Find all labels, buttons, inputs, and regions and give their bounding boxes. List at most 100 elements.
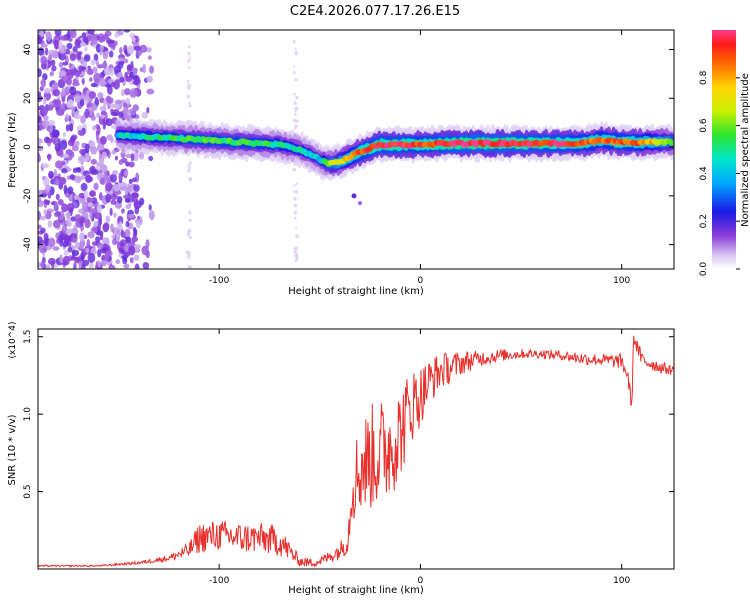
noise-streak	[294, 253, 299, 258]
noise-speckle	[38, 110, 41, 117]
noise-speckle	[118, 221, 123, 230]
noise-speckle	[123, 88, 131, 96]
noise-speckle	[98, 192, 103, 201]
noise-speckle	[103, 67, 112, 76]
noise-speckle	[96, 203, 102, 214]
noise-streak	[292, 190, 296, 194]
noise-streak	[295, 226, 298, 229]
noise-speckle	[105, 215, 111, 224]
noise-speckle	[95, 212, 101, 220]
noise-speckle	[38, 230, 44, 235]
noise-speckle	[87, 202, 94, 208]
noise-speckle	[103, 171, 108, 180]
noise-speckle	[79, 98, 85, 107]
noise-speckle	[85, 247, 90, 254]
noise-streak	[188, 218, 192, 223]
noise-speckle	[79, 232, 85, 242]
noise-speckle	[45, 47, 49, 56]
colorbar-ticks: 0.0 0.2 0.4 0.6 0.8	[699, 70, 740, 276]
noise-speckle	[132, 177, 137, 183]
noise-speckle	[48, 170, 54, 179]
noise-speckle	[51, 129, 60, 138]
noise-speckle	[120, 89, 125, 97]
noise-speckle	[51, 65, 57, 72]
noise-speckle	[115, 233, 120, 242]
noise-speckle	[125, 229, 130, 238]
noise-speckle	[40, 261, 45, 269]
noise-speckle	[43, 177, 50, 187]
noise-streak	[187, 234, 190, 237]
noise-speckle	[123, 256, 127, 262]
noise-speckle	[146, 106, 150, 114]
noise-speckle	[114, 99, 123, 105]
noise-speckle	[95, 43, 102, 53]
noise-speckle	[63, 184, 68, 195]
noise-speckle	[88, 91, 97, 100]
noise-speckle	[46, 104, 54, 111]
noise-speckle	[111, 234, 116, 239]
noise-speckle	[60, 139, 68, 150]
noise-speckle	[79, 239, 85, 250]
colorbar: 0.0 0.2 0.4 0.6 0.8 Normalized spectral ampl…	[699, 30, 750, 276]
noise-speckle	[52, 88, 60, 97]
colorbar-tick-label: 0.0	[699, 262, 709, 277]
y-tick-label: 1.5	[23, 330, 33, 344]
noise-speckle	[110, 67, 114, 76]
noise-speckle	[81, 262, 86, 269]
noise-speckle	[139, 197, 145, 206]
noise-speckle	[61, 225, 68, 234]
noise-speckle	[68, 37, 73, 42]
noise-speckle	[124, 49, 128, 55]
noise-speckle	[110, 136, 114, 144]
ridge-cell	[668, 139, 674, 146]
noise-speckle	[96, 125, 101, 135]
noise-speckle	[42, 107, 48, 116]
noise-streak	[293, 184, 296, 187]
noise-streak	[187, 59, 191, 63]
noise-speckle	[50, 59, 56, 66]
noise-streak	[293, 216, 297, 220]
snr-marks	[38, 335, 674, 568]
noise-streak	[293, 203, 298, 208]
ridge-cell	[358, 201, 363, 206]
noise-streak	[294, 126, 297, 130]
noise-speckle	[136, 84, 141, 89]
noise-speckle	[142, 261, 150, 269]
noise-speckle	[129, 71, 134, 78]
noise-speckle	[148, 204, 152, 211]
noise-speckle	[85, 174, 93, 184]
noise-speckle	[127, 184, 133, 193]
noise-speckle	[145, 239, 150, 248]
noise-speckle	[77, 129, 84, 136]
noise-speckle	[131, 237, 136, 244]
noise-speckle	[38, 36, 43, 45]
noise-speckle	[118, 111, 123, 119]
noise-speckle	[93, 220, 99, 228]
noise-speckle	[38, 68, 42, 77]
noise-speckle	[97, 92, 104, 99]
noise-speckle	[86, 102, 94, 108]
ridge-cell	[351, 193, 357, 199]
x-tick-label: 100	[613, 576, 630, 586]
noise-speckle	[74, 175, 82, 184]
noise-speckle	[71, 249, 80, 257]
noise-speckle	[67, 71, 74, 80]
noise-speckle	[101, 259, 108, 267]
noise-speckle	[88, 261, 94, 269]
noise-speckle	[111, 238, 118, 246]
noise-speckle	[81, 77, 85, 85]
noise-speckle	[86, 208, 95, 213]
noise-speckle	[52, 219, 61, 229]
noise-streak	[188, 101, 191, 105]
noise-speckle	[145, 250, 150, 259]
noise-speckle	[131, 192, 139, 199]
noise-speckle	[86, 68, 94, 75]
y-tick-label: -20	[23, 188, 33, 203]
noise-speckle	[83, 54, 91, 62]
noise-speckle	[67, 186, 74, 195]
noise-speckle	[40, 193, 47, 198]
noise-streak	[292, 70, 296, 74]
spectrogram-y-ticks: -40 -20 0 20 40	[23, 44, 674, 252]
noise-speckle	[38, 137, 42, 144]
noise-speckle	[130, 152, 135, 162]
